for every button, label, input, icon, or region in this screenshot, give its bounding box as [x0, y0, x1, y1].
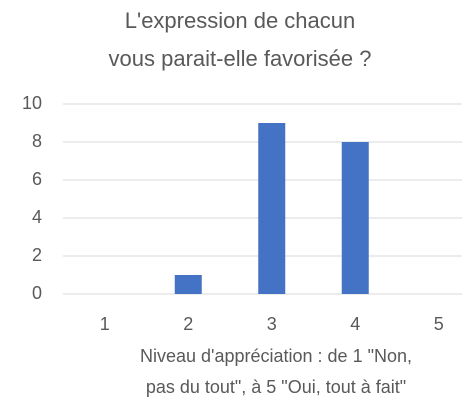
y-tick-label: 4 — [32, 207, 42, 227]
x-tick-label: 2 — [183, 314, 193, 334]
y-tick-label: 6 — [32, 169, 42, 189]
y-tick-label: 2 — [32, 245, 42, 265]
x-tick-label: 4 — [350, 314, 360, 334]
x-axis-label: Niveau d'appréciation : de 1 "Non, — [140, 346, 412, 366]
bar — [174, 275, 202, 294]
y-tick-label: 0 — [32, 283, 42, 303]
chart-title: vous parait-elle favorisée ? — [109, 46, 372, 71]
x-tick-label: 1 — [100, 314, 110, 334]
x-tick-label: 3 — [267, 314, 277, 334]
chart-title: L'expression de chacun — [125, 8, 355, 33]
bar — [341, 142, 369, 294]
bar — [258, 123, 286, 294]
x-axis-label: pas du tout", à 5 "Oui, tout à fait" — [146, 377, 406, 397]
y-tick-label: 8 — [32, 131, 42, 151]
x-tick-label: 5 — [434, 314, 444, 334]
y-tick-label: 10 — [22, 93, 42, 113]
